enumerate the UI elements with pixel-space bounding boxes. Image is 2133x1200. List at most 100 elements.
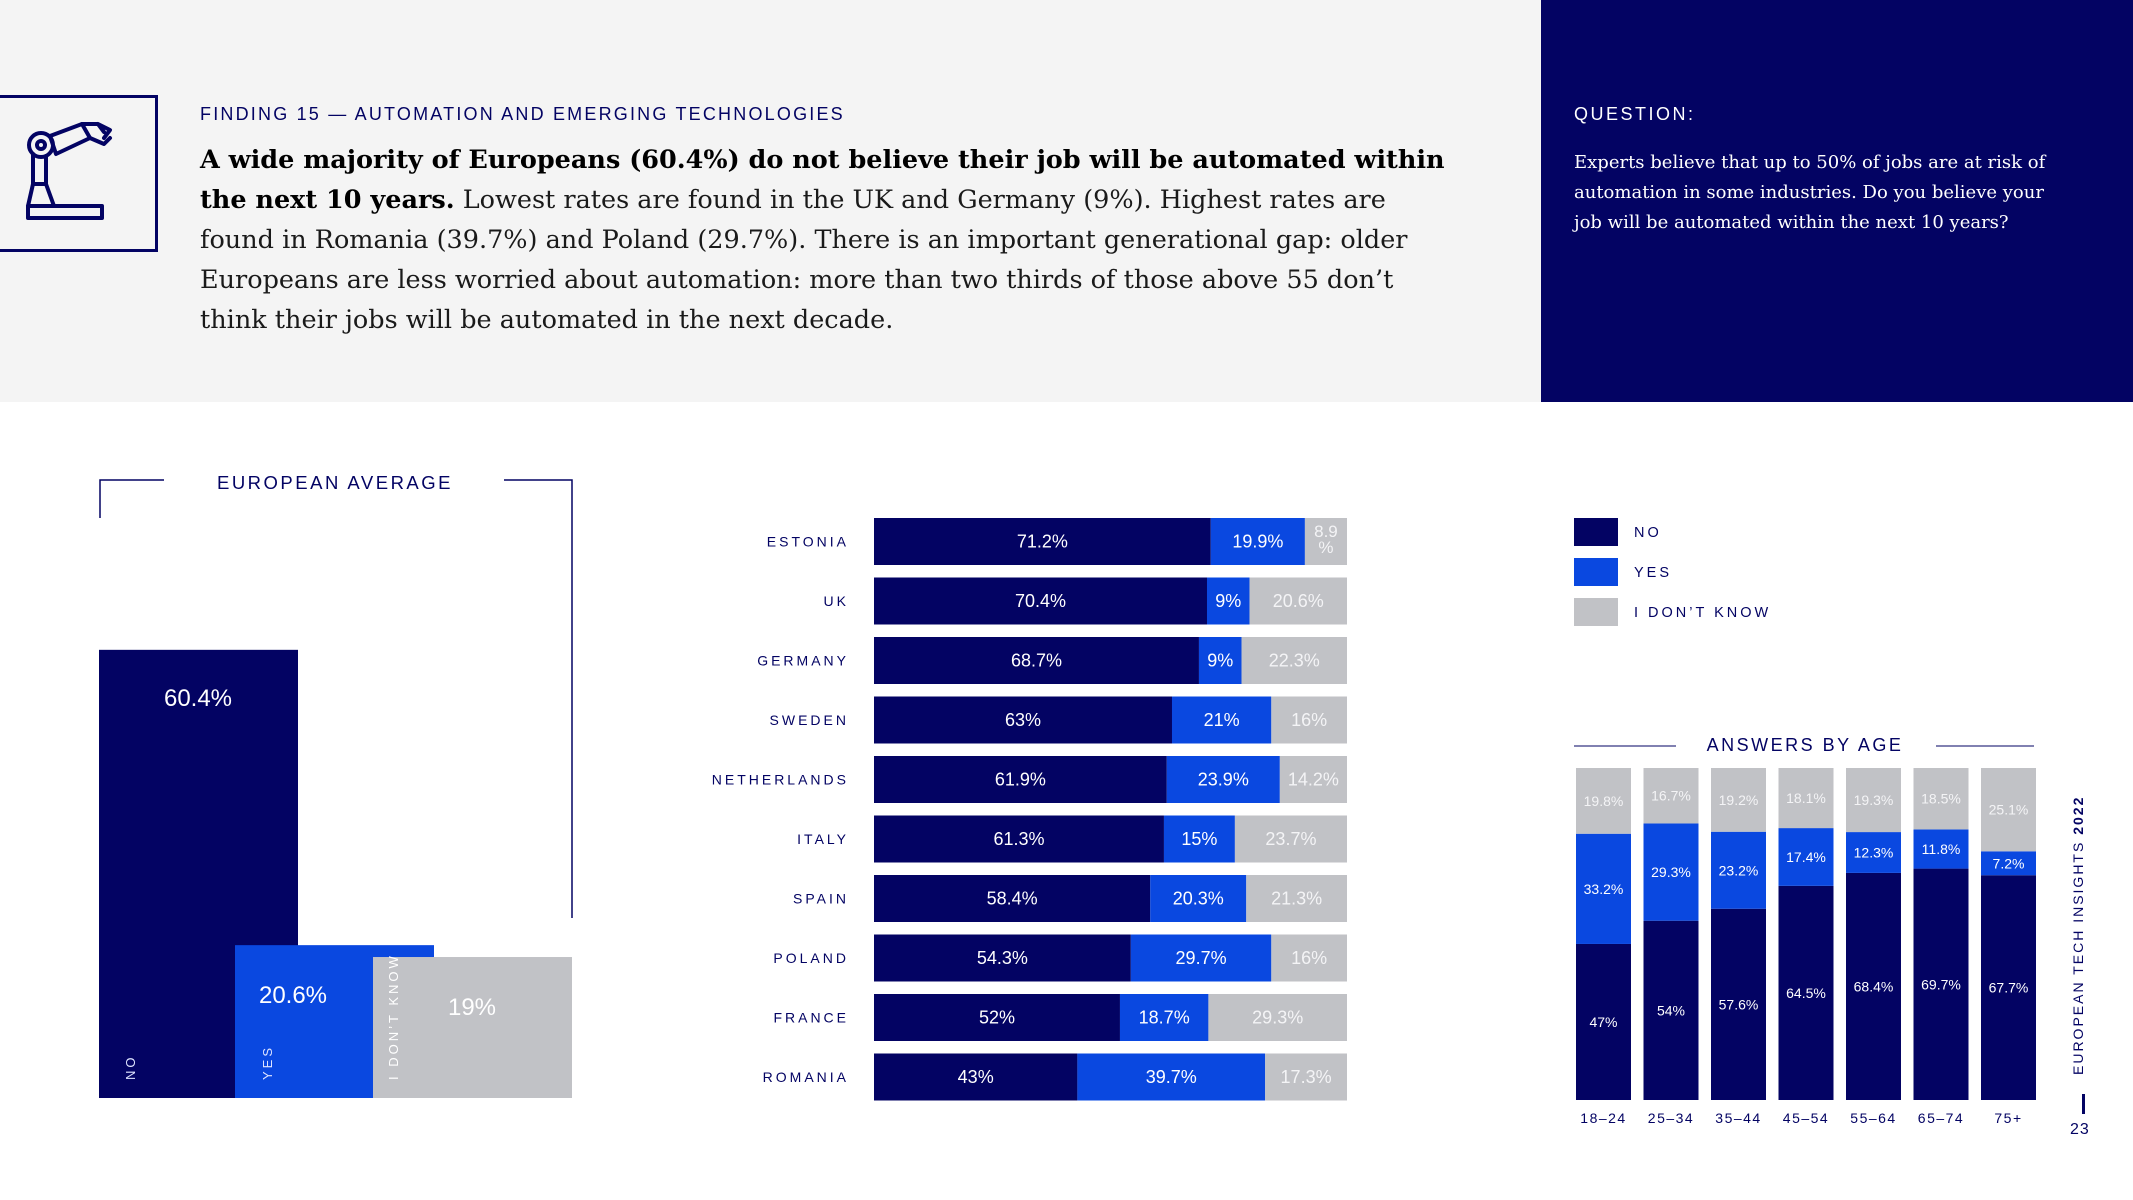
question-text: Experts believe that up to 50% of jobs a… <box>1574 152 2046 233</box>
age-value-65-74-yes: 11.8% <box>1922 841 1961 857</box>
country-value-spain-no: 58.4% <box>987 889 1038 909</box>
country-bar-poland-no <box>874 934 1131 982</box>
country-bar-spain-i-don-t-know <box>1246 875 1347 922</box>
country-value-poland-yes: 29.7% <box>1176 948 1227 968</box>
side-title: EUROPEAN TECH INSIGHTS 2022 <box>2070 796 2086 1075</box>
country-bar-italy-no <box>874 815 1164 863</box>
age-bar-45-54-yes <box>1778 828 1834 886</box>
age-bar-25-34-i-don-t-know <box>1643 768 1699 824</box>
age-bar-55-64-i-don-t-know <box>1846 768 1901 833</box>
country-value-netherlands-no: 61.9% <box>995 770 1046 790</box>
country-value-estonia-no: 71.2% <box>1017 532 1068 552</box>
country-value-romania-no: 43% <box>958 1067 994 1087</box>
age-bar-18-24-i-don-t-know <box>1576 768 1631 834</box>
country-bar-germany-no <box>874 637 1199 684</box>
country-bar-romania-i-don-t-know <box>1265 1053 1347 1101</box>
country-label-italy: ITALY <box>797 831 849 847</box>
finding-label: FINDING 15 — AUTOMATION AND EMERGING TEC… <box>200 104 845 124</box>
legend-label-dont-know: I DON’T KNOW <box>1634 605 1772 621</box>
avg-bracket-left <box>99 479 164 518</box>
page-number: 23 <box>2070 1121 2090 1138</box>
age-value-65-74-no: 69.7% <box>1921 976 1961 992</box>
question-label: QUESTION: <box>1574 104 1696 124</box>
robot-arm-icon <box>26 122 112 220</box>
age-category-label-55-64: 55–64 <box>1850 1110 1896 1126</box>
finding-icon-frame <box>0 95 158 252</box>
legend-item-yes: YES <box>1574 558 1874 586</box>
age-value-75-no: 67.7% <box>1989 980 2029 996</box>
age-bar-45-54-no <box>1778 885 1834 1100</box>
age-bar-35-44-no <box>1711 908 1766 1100</box>
country-bar-romania-no <box>874 1053 1078 1101</box>
country-value-spain-yes: 20.3% <box>1173 889 1224 909</box>
age-category-label-25-34: 25–34 <box>1648 1110 1694 1126</box>
country-value-spain-i-don-t-know: 21.3% <box>1271 889 1322 909</box>
age-value-25-34-no: 54% <box>1657 1002 1685 1018</box>
country-bar-uk-no <box>874 577 1207 625</box>
country-bar-germany-yes <box>1198 637 1242 684</box>
country-value-sweden-no: 63% <box>1005 710 1041 730</box>
country-bar-spain-yes <box>1150 875 1247 922</box>
age-category-label-75: 75+ <box>1994 1110 2022 1126</box>
country-value-romania-yes: 39.7% <box>1146 1067 1197 1087</box>
age-value-75-yes: 7.2% <box>1993 855 2025 871</box>
legend-label-yes: YES <box>1634 565 1673 581</box>
finding-headline: A wide majority of Europeans (60.4%) do … <box>200 145 1445 215</box>
country-bar-romania-yes <box>1077 1053 1266 1101</box>
age-bar-65-74-i-don-t-know <box>1913 768 1969 830</box>
european-average-title: EUROPEAN AVERAGE <box>216 472 454 493</box>
country-value-netherlands-yes: 23.9% <box>1198 770 1249 790</box>
country-bar-netherlands-yes <box>1166 756 1280 803</box>
country-bar-italy-yes <box>1163 815 1235 863</box>
country-label-germany: GERMANY <box>757 653 849 669</box>
age-bar-25-34-yes <box>1643 823 1699 921</box>
age-bar-75-no <box>1981 875 2036 1100</box>
age-bar-35-44-i-don-t-know <box>1711 768 1766 832</box>
country-value-netherlands-i-don-t-know: 14.2% <box>1288 770 1339 790</box>
country-value-france-yes: 18.7% <box>1139 1008 1190 1028</box>
legend-swatch-yes <box>1574 558 1618 586</box>
country-bar-italy-i-don-t-know <box>1234 815 1347 863</box>
side-title-prefix: EUROPEAN TECH INSIGHTS <box>2070 834 2086 1075</box>
age-value-45-54-yes: 17.4% <box>1786 849 1826 865</box>
age-value-25-34-i-don-t-know: 16.7% <box>1651 788 1691 804</box>
age-value-18-24-i-don-t-know: 19.8% <box>1584 793 1624 809</box>
country-bar-uk-yes <box>1206 577 1250 625</box>
avg-category-label-i-don-t-know: I DON’T KNOW <box>386 953 401 1080</box>
country-bar-germany-i-don-t-know <box>1241 637 1347 684</box>
country-bar-netherlands-i-don-t-know <box>1279 756 1347 803</box>
answers-by-age-title: ANSWERS BY AGE <box>1706 735 1904 755</box>
country-value-poland-no: 54.3% <box>977 948 1028 968</box>
country-value-sweden-i-don-t-know: 16% <box>1291 710 1327 730</box>
avg-value-label-yes: 20.6% <box>259 982 327 1009</box>
age-value-55-64-no: 68.4% <box>1854 978 1894 994</box>
country-label-france: FRANCE <box>773 1010 849 1026</box>
country-label-poland: POLAND <box>773 950 849 966</box>
country-bar-netherlands-no <box>874 756 1167 803</box>
country-bar-estonia-yes <box>1210 518 1305 565</box>
country-bar-estonia-no <box>874 518 1211 565</box>
age-bar-75-yes <box>1981 851 2036 876</box>
avg-bar-i-don-t-know <box>373 957 572 1098</box>
country-bar-sweden-yes <box>1171 696 1272 744</box>
country-bar-france-yes <box>1119 994 1209 1041</box>
avg-value-label-no: 60.4% <box>164 685 232 712</box>
age-bar-18-24-no <box>1576 943 1631 1100</box>
age-value-45-54-i-don-t-know: 18.1% <box>1786 790 1826 806</box>
age-bar-65-74-no <box>1913 868 1969 1100</box>
country-value-italy-no: 61.3% <box>993 829 1044 849</box>
country-label-netherlands: NETHERLANDS <box>712 772 849 788</box>
age-value-45-54-no: 64.5% <box>1786 985 1826 1001</box>
country-bar-spain-no <box>874 875 1151 922</box>
age-value-55-64-i-don-t-know: 19.3% <box>1854 792 1894 808</box>
country-value-unit-estonia-i-don-t-know: % <box>1318 538 1333 557</box>
age-bar-65-74-yes <box>1913 829 1969 869</box>
age-value-18-24-yes: 33.2% <box>1584 881 1624 897</box>
country-value-uk-i-don-t-know: 20.6% <box>1273 591 1324 611</box>
country-value-poland-i-don-t-know: 16% <box>1291 948 1327 968</box>
age-value-35-44-yes: 23.2% <box>1719 862 1759 878</box>
country-bar-france-i-don-t-know <box>1208 994 1347 1041</box>
country-label-spain: SPAIN <box>793 891 849 907</box>
age-category-label-45-54: 45–54 <box>1783 1110 1829 1126</box>
